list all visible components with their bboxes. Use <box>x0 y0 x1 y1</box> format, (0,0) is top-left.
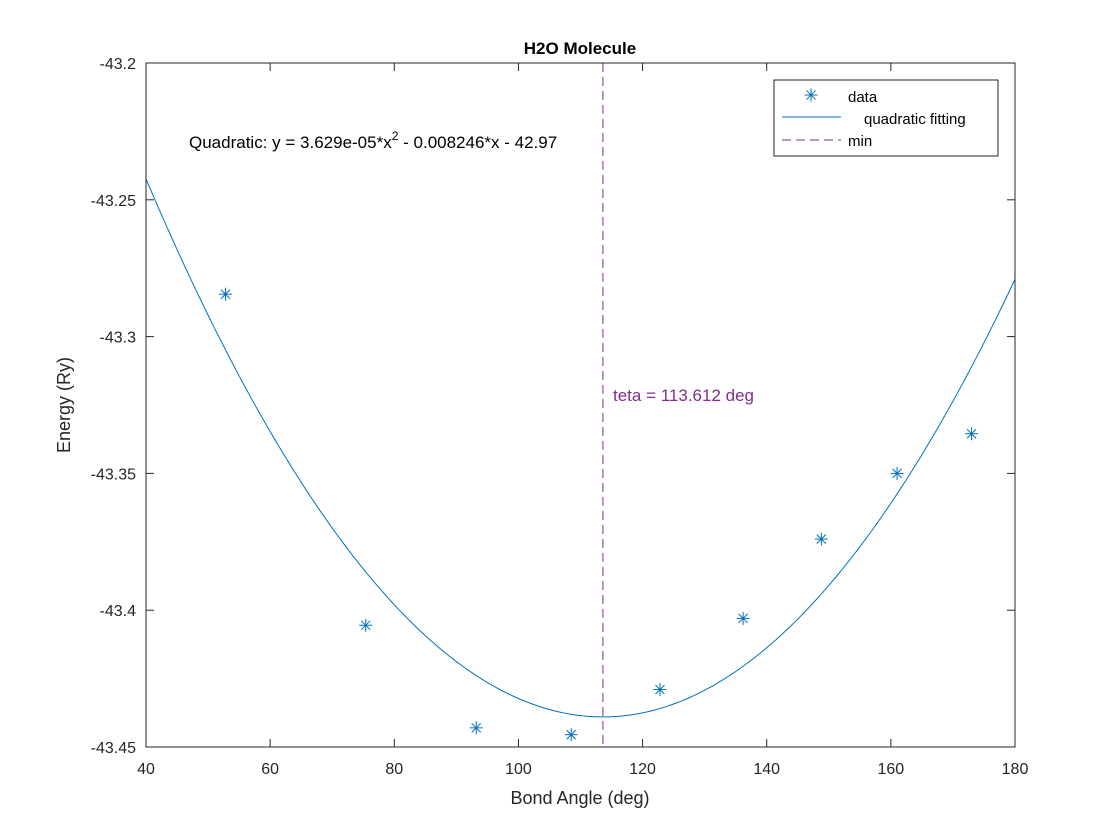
x-tick-label: 120 <box>629 761 656 778</box>
plot-area <box>146 63 1015 747</box>
data-point <box>965 427 979 441</box>
x-tick-label: 180 <box>1002 761 1029 778</box>
data-point <box>469 721 483 735</box>
equation-suffix: - 0.008246*x - 42.97 <box>398 133 557 152</box>
data-point <box>218 287 232 301</box>
legend-asterisk <box>804 88 818 102</box>
data-point <box>564 728 578 742</box>
y-tick-label: -43.4 <box>100 603 137 620</box>
x-tick-label: 40 <box>137 761 155 778</box>
x-tick-label: 60 <box>261 761 279 778</box>
axis-tick-labels: 40 60 80 100 120 140 160 180 -43.45 -43.4 -43.35 -4… <box>91 56 1029 778</box>
x-tick-label: 100 <box>505 761 532 778</box>
y-tick-label: -43.45 <box>91 740 136 757</box>
x-tick-label: 160 <box>878 761 905 778</box>
data-point <box>814 532 828 546</box>
data-point <box>653 683 667 697</box>
data-point <box>736 611 750 625</box>
legend-data-label: data <box>848 89 878 106</box>
x-tick-label: 80 <box>385 761 403 778</box>
y-axis-label: Energy (Ry) <box>54 357 74 453</box>
quadratic-fit-line <box>146 178 1015 718</box>
y-tick-label: -43.2 <box>100 56 137 73</box>
equation-prefix: Quadratic: y = 3.629e-05*x <box>189 133 392 152</box>
chart-title: H2O Molecule <box>524 39 636 58</box>
legend-fit-label: quadratic fitting <box>864 111 966 128</box>
x-tick-label: 140 <box>753 761 780 778</box>
plot-frame <box>145 62 1016 748</box>
legend: data quadratic fitting min <box>773 79 999 157</box>
min-annotation: teta = 113.612 deg <box>613 386 754 405</box>
data-points <box>218 287 979 742</box>
x-axis-label: Bond Angle (deg) <box>510 788 649 808</box>
y-tick-label: -43.35 <box>91 466 136 483</box>
y-tick-label: -43.25 <box>91 193 136 210</box>
legend-min-label: min <box>848 133 872 150</box>
equation-superscript: 2 <box>392 129 399 143</box>
data-point <box>890 466 904 480</box>
legend-data-marker <box>804 88 818 102</box>
equation-annotation: Quadratic: y = 3.629e-05*x2 - 0.008246*x… <box>189 129 557 152</box>
y-tick-label: -43.3 <box>100 330 137 347</box>
data-point <box>359 618 373 632</box>
